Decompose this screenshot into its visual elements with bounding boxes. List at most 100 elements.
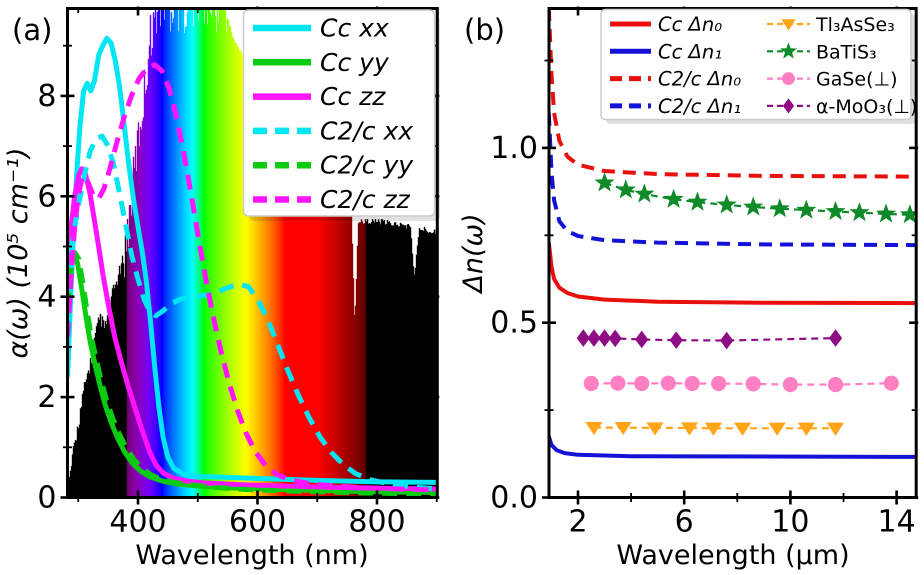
spectrum-stripe — [320, 177, 323, 498]
spectrum-stripe — [338, 197, 341, 498]
spectrum-stripe — [321, 178, 324, 498]
spectrum-stripe — [160, 8, 163, 498]
series-curve-cc-zz — [67, 166, 438, 492]
spectrum-stripe — [240, 51, 243, 498]
spectrum-stripe — [384, 224, 387, 498]
spectrum-stripe — [255, 76, 258, 498]
spectrum-stripe — [109, 306, 112, 498]
spectrum-stripe — [245, 62, 248, 498]
spectrum-stripe — [406, 224, 409, 498]
marker-triangle-down — [680, 422, 699, 436]
panel-b-letter: (b) — [464, 13, 505, 47]
spectrum-stripe — [209, 12, 212, 498]
panel-b-axes: 2 6 10 14 0.0 0.5 1.0 — [490, 6, 919, 540]
spectrum-stripe — [425, 230, 428, 498]
spectrum-stripe — [280, 114, 283, 498]
spectrum-stripe — [77, 428, 80, 498]
spectrum-stripe — [115, 281, 118, 498]
spectrum-stripe — [222, 8, 225, 498]
spectrum-stripe — [433, 229, 436, 498]
spectrum-stripe — [120, 263, 123, 498]
legend-label: C2/c xx — [320, 116, 413, 145]
marker-diamond — [828, 329, 843, 347]
marker-diamond — [597, 329, 612, 347]
legend-box — [600, 8, 912, 121]
panel-a-y-tick-label: 2 — [37, 380, 56, 415]
spectrum-stripe — [357, 223, 360, 498]
spectrum-stripe — [382, 221, 385, 498]
spectrum-stripe — [268, 97, 271, 498]
spectrum-stripe — [196, 8, 199, 498]
spectrum-stripe — [404, 225, 407, 498]
spectrum-stripe — [264, 92, 267, 498]
spectrum-stripe — [272, 105, 275, 498]
series-curve-cc-n- — [549, 435, 916, 459]
spectrum-stripe — [101, 316, 104, 498]
marker-circle — [782, 72, 795, 86]
spectrum-stripe — [306, 154, 309, 498]
spectrum-stripe — [304, 153, 307, 498]
legend-label: C2/c zz — [320, 185, 411, 214]
spectrum-stripe — [429, 232, 432, 498]
spectrum-stripe — [392, 225, 395, 498]
marker-star — [796, 199, 817, 219]
spectrum-stripe — [258, 84, 261, 498]
spectrum-stripe — [298, 141, 301, 498]
spectrum-stripe — [343, 200, 346, 498]
spectrum-stripe — [418, 228, 421, 498]
spectrum-stripe — [254, 73, 257, 498]
spectrum-stripe — [390, 225, 393, 498]
spectrum-stripe — [263, 93, 266, 498]
spectrum-stripe — [153, 17, 156, 498]
spectrum-stripe — [378, 221, 381, 498]
spectrum-stripe — [213, 8, 216, 498]
marker-star — [634, 183, 655, 203]
spectrum-stripe — [215, 32, 218, 498]
spectrum-stripe — [278, 111, 281, 498]
spectrum-stripe — [247, 65, 250, 498]
spectrum-stripe — [291, 135, 294, 498]
spectrum-stripe — [92, 343, 95, 498]
spectrum-stripe — [334, 193, 337, 498]
spectrum-stripe — [212, 8, 215, 498]
spectrum-stripe — [187, 8, 190, 498]
spectrum-stripe — [337, 194, 340, 498]
spectrum-stripe — [277, 111, 280, 498]
spectrum-stripe — [226, 18, 229, 498]
spectrum-stripe — [383, 220, 386, 498]
spectrum-stripe — [352, 278, 355, 498]
spectrum-stripe — [206, 24, 209, 498]
spectrum-stripe — [210, 17, 213, 498]
spectrum-stripe — [259, 85, 262, 498]
legend-entry: Cc zz — [253, 82, 386, 111]
spectrum-stripe — [412, 266, 415, 498]
spectrum-stripe — [284, 120, 287, 498]
spectrum-stripe — [142, 117, 145, 498]
spectrum-stripe — [98, 319, 101, 498]
marker-star — [687, 191, 708, 211]
spectrum-stripe — [242, 58, 245, 498]
marker-circle — [684, 375, 700, 392]
spectrum-stripe — [95, 326, 98, 498]
legend-entry: Cc yy — [253, 48, 390, 77]
spectrum-stripe — [194, 8, 197, 498]
spectrum-stripe — [204, 8, 207, 498]
spectrum-stripe — [431, 233, 434, 498]
spectrum-stripe — [161, 8, 164, 498]
spectrum-stripe — [367, 223, 370, 498]
spectrum-stripe — [126, 218, 129, 498]
spectrum-stripe — [203, 23, 206, 498]
spectrum-stripe — [370, 222, 373, 498]
spectrum-stripe — [155, 33, 158, 498]
spectrum-stripe — [191, 8, 194, 498]
spectrum-stripe — [359, 222, 362, 498]
spectrum-stripe — [261, 88, 264, 498]
legend-entry: C2/c xx — [253, 116, 413, 145]
legend-label: Cc Δn₀ — [658, 13, 722, 36]
panel-b-spines — [547, 7, 918, 499]
legend-entry: Cc Δn₀ — [610, 13, 722, 36]
spectrum-stripe — [316, 173, 319, 498]
spectrum-stripe — [394, 222, 397, 498]
panel-b-x-tick-label: 6 — [675, 505, 694, 540]
spectrum-stripe — [102, 320, 105, 498]
